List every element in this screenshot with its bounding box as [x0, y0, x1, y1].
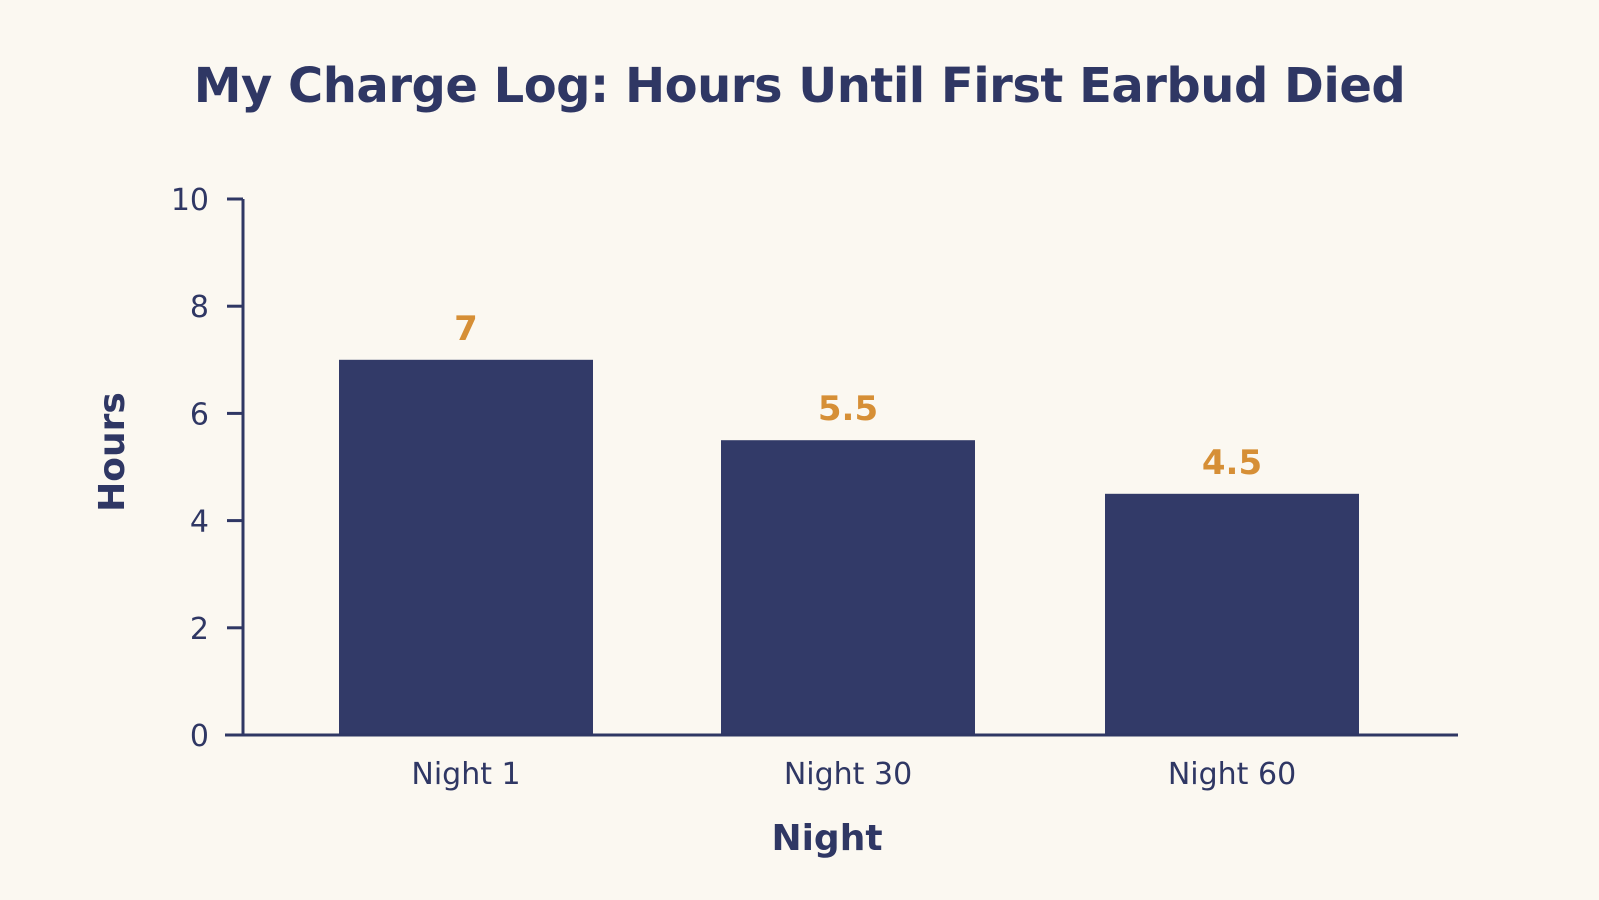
y-tick-label: 10: [171, 183, 209, 218]
data-label: 4.5: [1202, 443, 1262, 483]
y-tick-label: 8: [190, 290, 209, 325]
y-tick-label: 4: [190, 505, 209, 540]
data-labels-group: 7 5.5 4.5: [454, 309, 1262, 483]
y-axis-ticks: 0 2 4 6 8 10: [171, 183, 243, 754]
y-axis-title: Hours: [92, 392, 133, 512]
x-tick-label: Night 1: [411, 757, 520, 792]
bar: [1105, 493, 1359, 735]
y-tick-label: 2: [190, 612, 209, 647]
x-tick-label: Night 60: [1168, 757, 1296, 792]
data-label: 5.5: [818, 389, 878, 429]
data-label: 7: [454, 309, 478, 349]
y-tick-label: 6: [190, 397, 209, 432]
bars-group: [339, 359, 1359, 735]
x-tick-label: Night 30: [784, 757, 912, 792]
bar: [339, 359, 593, 735]
x-axis-tick-labels: Night 1 Night 30 Night 60: [411, 757, 1296, 792]
bar: [721, 440, 975, 735]
y-tick-label: 0: [190, 719, 209, 754]
x-axis-title: Night: [771, 818, 882, 859]
chart-title: My Charge Log: Hours Until First Earbud …: [193, 58, 1406, 114]
